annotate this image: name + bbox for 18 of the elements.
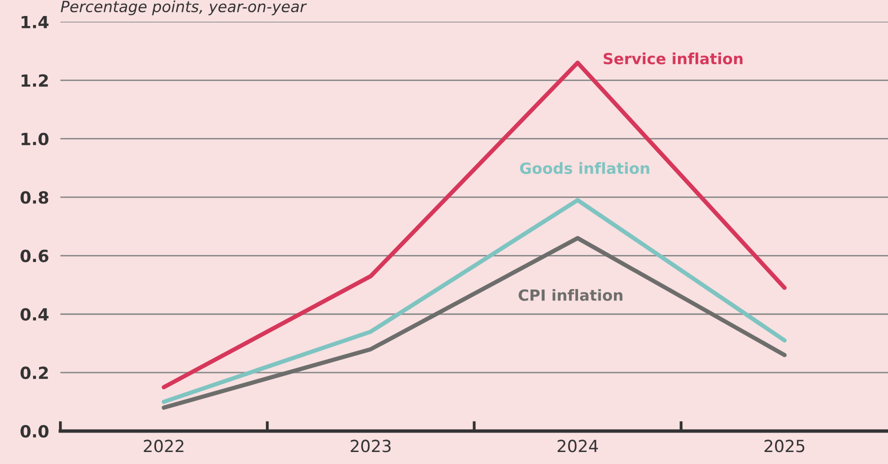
y-tick-label: 0.4 xyxy=(20,308,49,321)
x-tick-label: 2024 xyxy=(558,440,598,452)
x-tick-label: 2025 xyxy=(764,440,804,452)
y-tick-label: 1.4 xyxy=(22,16,49,28)
y-tick-label: 0.2 xyxy=(20,366,48,380)
series-label: Service inflation xyxy=(604,52,742,64)
series-label: CPI inflation xyxy=(518,289,622,301)
line-series xyxy=(162,198,787,404)
y-tick-label: 0.8 xyxy=(20,191,48,204)
x-tick-label: 2023 xyxy=(350,440,391,452)
y-tick-label: 1.2 xyxy=(22,74,48,87)
line-series xyxy=(162,236,787,410)
y-tick-label: 0.0 xyxy=(20,425,48,438)
y-tick-label: 0.6 xyxy=(20,250,48,262)
chart-subtitle: Percentage points, year-on-year xyxy=(60,0,307,16)
y-tick-label: 1.0 xyxy=(22,132,48,146)
x-tick-label: 2022 xyxy=(144,440,184,452)
text: Goods inflation xyxy=(520,162,650,174)
